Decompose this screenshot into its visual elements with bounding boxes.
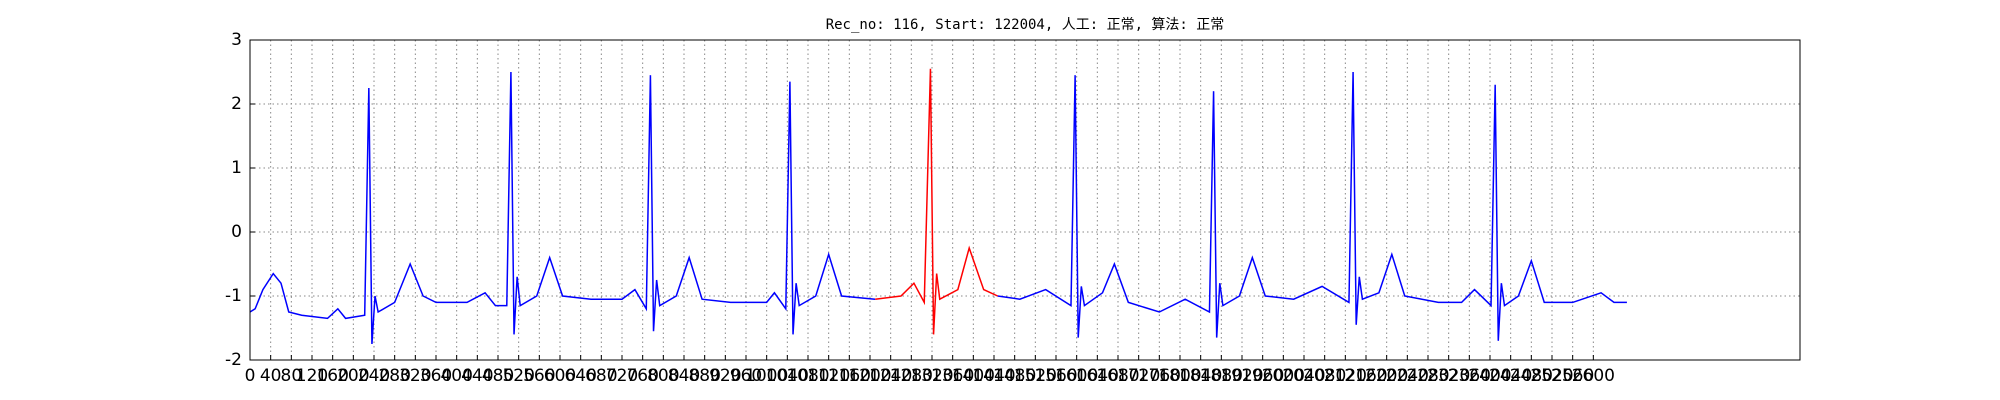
y-tick-label: 1 bbox=[231, 158, 242, 178]
x-tick-label: 1480 bbox=[993, 366, 1036, 386]
x-tick-label: 1400 bbox=[952, 366, 995, 386]
x-tick-label: 1120 bbox=[807, 366, 850, 386]
x-tick-label: 960 bbox=[730, 366, 762, 386]
x-tick-label: 1840 bbox=[1179, 366, 1222, 386]
x-tick-label: 360 bbox=[420, 366, 452, 386]
ecg-line bbox=[249, 71, 1627, 345]
x-tick-label: 1520 bbox=[1014, 366, 1057, 386]
y-tick-label: -1 bbox=[225, 286, 242, 306]
x-tick-label: 2400 bbox=[1468, 366, 1511, 386]
x-tick-label: 1880 bbox=[1200, 366, 1243, 386]
x-tick-label: 1600 bbox=[1055, 366, 1098, 386]
x-tick-label: 280 bbox=[378, 366, 410, 386]
x-tick-label: 760 bbox=[626, 366, 658, 386]
x-tick-label: 1960 bbox=[1241, 366, 1284, 386]
x-tick-label: 2200 bbox=[1365, 366, 1408, 386]
x-tick-label: 120 bbox=[296, 366, 328, 386]
x-tick-label: 320 bbox=[399, 366, 431, 386]
x-tick-label: 1240 bbox=[869, 366, 912, 386]
x-tick-label: 520 bbox=[502, 366, 534, 386]
x-tick-label: 560 bbox=[523, 366, 555, 386]
x-tick-label: 880 bbox=[688, 366, 720, 386]
ecg-line bbox=[875, 68, 998, 335]
x-tick-label: 680 bbox=[585, 366, 617, 386]
x-tick-label: 1640 bbox=[1076, 366, 1119, 386]
x-tick-label: 1560 bbox=[1034, 366, 1077, 386]
x-tick-label: 1440 bbox=[972, 366, 1015, 386]
x-tick-label: 2160 bbox=[1344, 366, 1387, 386]
y-tick-label: -2 bbox=[225, 350, 242, 370]
plot-frame bbox=[249, 39, 1801, 361]
x-tick-label: 40 bbox=[260, 366, 282, 386]
y-tick-label: 2 bbox=[231, 94, 242, 114]
x-tick-label: 200 bbox=[337, 366, 369, 386]
x-tick-label: 480 bbox=[482, 366, 514, 386]
x-tick-label: 720 bbox=[606, 366, 638, 386]
x-tick-label: 2440 bbox=[1489, 366, 1532, 386]
x-tick-label: 2360 bbox=[1448, 366, 1491, 386]
x-tick-label: 920 bbox=[709, 366, 741, 386]
x-tick-label: 2040 bbox=[1282, 366, 1325, 386]
chart-title: Rec_no: 116, Start: 122004, 人工: 正常, 算法: … bbox=[826, 17, 1225, 33]
x-tick-label: 1800 bbox=[1158, 366, 1201, 386]
x-tick-label: 1160 bbox=[828, 366, 871, 386]
x-tick-label: 400 bbox=[440, 366, 472, 386]
x-tick-label: 2560 bbox=[1551, 366, 1594, 386]
x-tick-label: 640 bbox=[564, 366, 596, 386]
x-tick-label: 1200 bbox=[848, 366, 891, 386]
x-tick-label: 840 bbox=[668, 366, 700, 386]
x-tick-label: 2080 bbox=[1303, 366, 1346, 386]
x-tick-label: 1760 bbox=[1138, 366, 1181, 386]
x-tick-label: 240 bbox=[358, 366, 390, 386]
x-tick-label: 1080 bbox=[786, 366, 829, 386]
x-tick-label: 1040 bbox=[766, 366, 809, 386]
x-tick-label: 2480 bbox=[1510, 366, 1553, 386]
x-tick-label: 440 bbox=[461, 366, 493, 386]
x-tick-label: 800 bbox=[647, 366, 679, 386]
y-tick-label: 3 bbox=[231, 30, 242, 50]
x-tick-label: 2120 bbox=[1324, 366, 1367, 386]
x-tick-label: 600 bbox=[544, 366, 576, 386]
x-tick-label: 1280 bbox=[890, 366, 933, 386]
x-tick-label: 1680 bbox=[1096, 366, 1139, 386]
y-tick-label: 0 bbox=[231, 222, 242, 242]
x-tick-label: 1360 bbox=[931, 366, 974, 386]
x-tick-label: 2520 bbox=[1530, 366, 1573, 386]
x-tick-label: 160 bbox=[316, 366, 348, 386]
x-tick-label: 1000 bbox=[745, 366, 788, 386]
x-tick-label: 1320 bbox=[910, 366, 953, 386]
x-tick-label: 1920 bbox=[1220, 366, 1263, 386]
x-tick-label: 2000 bbox=[1262, 366, 1305, 386]
x-tick-label: 2240 bbox=[1386, 366, 1429, 386]
x-tick-label: 2320 bbox=[1427, 366, 1470, 386]
x-tick-label: 1720 bbox=[1117, 366, 1160, 386]
x-tick-label: 80 bbox=[281, 366, 303, 386]
x-tick-label: 2280 bbox=[1406, 366, 1449, 386]
x-tick-label: 0 bbox=[245, 366, 256, 386]
x-tick-label: 2600 bbox=[1572, 366, 1615, 386]
